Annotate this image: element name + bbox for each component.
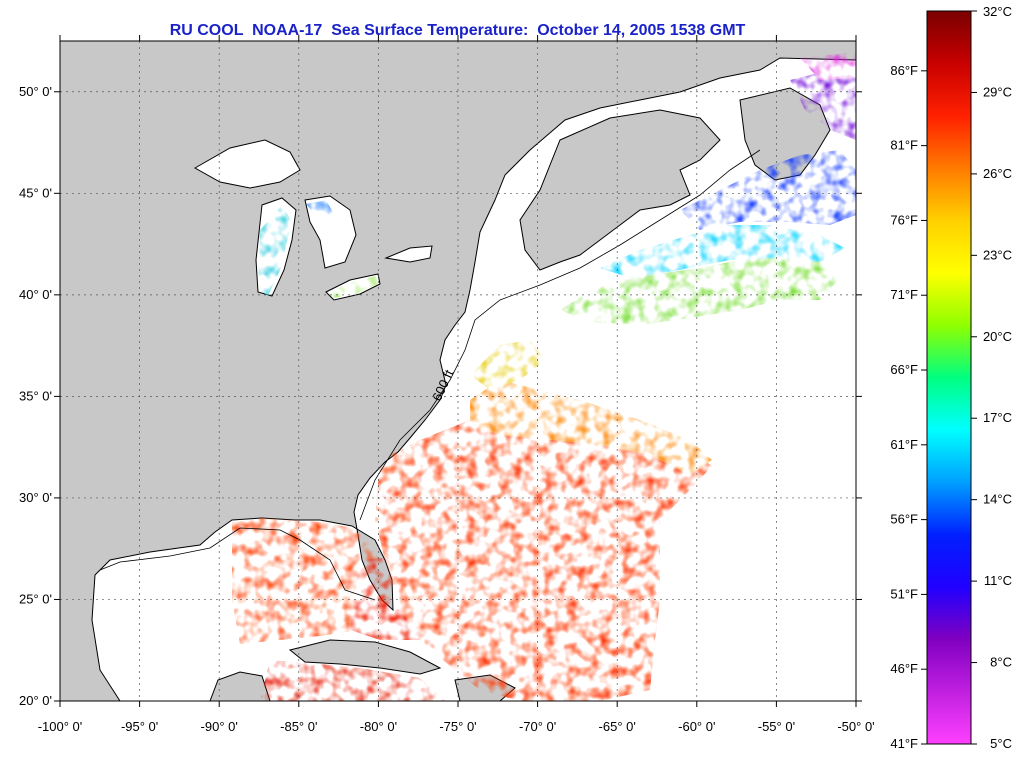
sst-gulfstream-orange [470, 380, 712, 475]
longitude-labels: -100° 0' -95° 0' -90° 0' -85° 0' -80° 0' -75°… [38, 719, 875, 734]
lon-label: -70° 0' [519, 719, 556, 734]
colorbar-f-label: 41°F [890, 736, 918, 751]
cuba-land [288, 639, 442, 675]
sst-blue-band [680, 150, 856, 230]
lon-label: -80° 0' [360, 719, 397, 734]
lon-label: -85° 0' [280, 719, 317, 734]
colorbar-f-label: 86°F [890, 63, 918, 78]
lat-label: 30° 0' [19, 490, 52, 505]
sst-caribbean [260, 660, 445, 701]
colorbar-c-label: 29°C [983, 84, 1012, 99]
colorbar-f-label: 66°F [890, 362, 918, 377]
colorbar-c-label: 14°C [983, 492, 1012, 507]
sst-data-layer [232, 52, 856, 701]
lat-label: 25° 0' [19, 591, 52, 606]
colorbar-f-label: 51°F [890, 586, 918, 601]
colorbar [926, 10, 972, 745]
map-frame [59, 40, 857, 702]
sst-gom-east [380, 455, 410, 490]
lon-label: -65° 0' [599, 719, 636, 734]
maritimes-land [519, 109, 721, 271]
colorbar-f-label: 56°F [890, 512, 918, 527]
sst-lake-michigan [258, 205, 292, 296]
sst-magenta-north [800, 52, 856, 80]
lon-label: -95° 0' [121, 719, 158, 734]
sst-yellow-band [470, 340, 545, 390]
lat-label: 20° 0' [19, 693, 52, 708]
north-america-land [60, 41, 856, 701]
graticule-grid [54, 35, 862, 707]
sst-lake-huron-blue [306, 200, 334, 218]
lon-label: -55° 0' [758, 719, 795, 734]
sst-sargasso [375, 410, 712, 701]
sst-green-shelf [560, 255, 838, 325]
lat-label: 40° 0' [19, 287, 52, 302]
colorbar-f-label: 76°F [890, 212, 918, 227]
contour-600ft [99, 149, 761, 601]
colorbar-celsius-labels: 32°C 29°C 26°C 23°C 20°C 17°C 14°C 11°C 8°C 5°C [971, 4, 1012, 751]
sst-lake-erie [330, 276, 378, 298]
sst-cyan-band [600, 225, 845, 278]
colorbar-c-label: 20°C [983, 329, 1012, 344]
colorbar-f-label: 81°F [890, 138, 918, 153]
colorbar-fahrenheit-labels: 86°F 81°F 76°F 71°F 66°F 61°F 56°F 51°F 46°F 41°F [890, 63, 927, 751]
colorbar-f-label: 71°F [890, 287, 918, 302]
colorbar-c-label: 5°C [990, 736, 1012, 751]
colorbar-c-label: 11°C [984, 573, 1012, 588]
lon-label: -60° 0' [678, 719, 715, 734]
map-area: 600 ft [60, 41, 856, 701]
colorbar-c-label: 26°C [983, 166, 1012, 181]
lake-superior [193, 139, 301, 189]
colorbar-c-label: 17°C [983, 410, 1012, 425]
lake-ontario [384, 245, 433, 263]
latitude-labels: 50° 0' 45° 0' 40° 0' 35° 0' 30° 0' 25° 0' 20° … [19, 84, 52, 708]
colorbar-c-label: 32°C [983, 4, 1012, 19]
lon-label: -100° 0' [38, 719, 83, 734]
lon-label: -75° 0' [439, 719, 476, 734]
colorbar-c-label: 23°C [983, 247, 1012, 262]
lat-label: 45° 0' [19, 185, 52, 200]
lon-label: -50° 0' [837, 719, 874, 734]
colorbar-f-label: 61°F [890, 437, 918, 452]
lat-label: 35° 0' [19, 388, 52, 403]
colorbar-f-label: 46°F [890, 661, 918, 676]
lat-label: 50° 0' [19, 84, 52, 99]
lon-label: -90° 0' [201, 719, 238, 734]
sst-gulf [232, 518, 390, 644]
sst-purple-north [790, 70, 856, 140]
colorbar-c-label: 8°C [990, 655, 1012, 670]
yucatan-land [209, 671, 271, 701]
map-title: RU COOL NOAA-17 Sea Surface Temperature:… [169, 22, 746, 39]
